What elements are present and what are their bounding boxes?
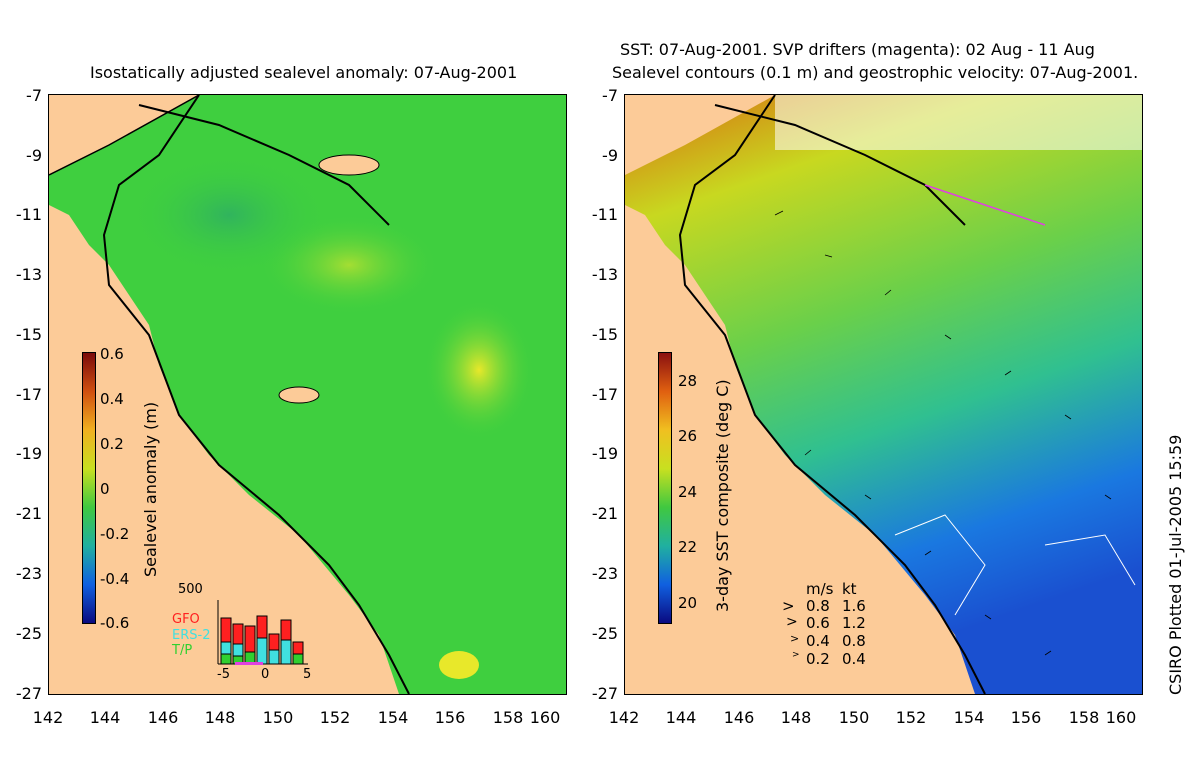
right-xtick: 148 xyxy=(780,708,812,727)
left-xtick: 146 xyxy=(147,708,179,727)
right-xtick: 144 xyxy=(665,708,697,727)
ocean-area xyxy=(625,95,1142,694)
inset-xtick: 5 xyxy=(303,667,312,682)
inset-legend-gfo: GFO xyxy=(172,612,200,627)
colorbar-tick: 22 xyxy=(678,538,698,556)
velocity-arrow-icon: > xyxy=(792,650,800,660)
inset-xtick: -5 xyxy=(217,667,230,682)
left-xtick: 148 xyxy=(204,708,236,727)
colorbar-tick: 0 xyxy=(100,480,110,498)
right-ytick: -23 xyxy=(591,564,618,583)
cloud-mask xyxy=(775,95,1142,150)
left-ytick: -11 xyxy=(15,205,42,224)
colorbar-tick: 0.4 xyxy=(100,390,124,408)
left-xtick: 152 xyxy=(319,708,351,727)
colorbar-tick: 28 xyxy=(678,372,698,390)
velocity-arrow-icon: > xyxy=(786,614,798,630)
sst-map-graphic xyxy=(625,95,1142,694)
colorbar-tick: 0.2 xyxy=(100,435,124,453)
right-ytick: -9 xyxy=(602,146,618,165)
velocity-legend-kt: 1.2 xyxy=(842,614,866,632)
sst-map[interactable] xyxy=(624,94,1143,695)
left-xtick: 142 xyxy=(32,708,64,727)
velocity-legend-kt: 0.8 xyxy=(842,632,866,650)
right-ytick: -11 xyxy=(591,205,618,224)
left-ytick: -25 xyxy=(15,624,42,643)
left-xtick: 156 xyxy=(434,708,466,727)
right-xtick: 156 xyxy=(1010,708,1042,727)
shelf-edge xyxy=(102,95,410,694)
colorbar-tick: 20 xyxy=(678,594,698,612)
sealevel-colorbar xyxy=(82,352,96,624)
right-xtick: 146 xyxy=(723,708,755,727)
right-xtick: 158 xyxy=(1068,708,1100,727)
velocity-arrow-icon: > xyxy=(782,597,795,615)
inset-legend-tp: T/P xyxy=(172,643,193,658)
right-xtick: 160 xyxy=(1105,708,1137,727)
left-ytick: -21 xyxy=(15,504,42,523)
right-ytick: -7 xyxy=(602,86,618,105)
left-xtick: 150 xyxy=(262,708,294,727)
right-ytick: -19 xyxy=(591,444,618,463)
sealevel-colorbar-label: Sealevel anomaly (m) xyxy=(141,401,160,577)
velocity-legend-ms: 0.8 xyxy=(806,597,830,615)
velocity-legend-ms: 0.2 xyxy=(806,650,830,668)
left-ytick: -23 xyxy=(15,564,42,583)
velocity-legend-unit-ms: m/s xyxy=(806,580,834,598)
colorbar-tick: 26 xyxy=(678,427,698,445)
left-ytick: -13 xyxy=(15,265,42,284)
right-xtick: 154 xyxy=(953,708,985,727)
left-ytick: -9 xyxy=(26,146,42,165)
inset-xtick: 0 xyxy=(261,667,270,682)
velocity-legend-ms: 0.6 xyxy=(806,614,830,632)
left-ytick: -7 xyxy=(26,86,42,105)
right-ytick: -25 xyxy=(591,624,618,643)
right-xtick: 142 xyxy=(608,708,640,727)
velocity-legend-kt: 0.4 xyxy=(842,650,866,668)
left-xtick: 154 xyxy=(377,708,409,727)
sealevel-anomaly-map[interactable] xyxy=(48,94,567,695)
colorbar-tick: -0.2 xyxy=(100,525,130,543)
colorbar-tick: -0.4 xyxy=(100,570,130,588)
sst-colorbar xyxy=(658,352,672,624)
right-ytick: -13 xyxy=(591,265,618,284)
left-ytick: -15 xyxy=(15,325,42,344)
sealevel-map-graphic xyxy=(49,95,566,694)
colorbar-tick: 0.6 xyxy=(100,345,124,363)
right-map-title-line2: Sealevel contours (0.1 m) and geostrophi… xyxy=(612,63,1139,82)
right-ytick: -17 xyxy=(591,385,618,404)
right-ytick: -21 xyxy=(591,504,618,523)
right-ytick: -27 xyxy=(591,684,618,703)
inset-legend-ers2: ERS-2 xyxy=(172,628,211,643)
left-xtick: 160 xyxy=(529,708,561,727)
inset-ymax-label: 500 xyxy=(178,582,203,597)
velocity-legend-unit-kt: kt xyxy=(842,580,857,598)
shelf-edge xyxy=(678,95,986,694)
velocity-arrows xyxy=(774,210,1112,656)
velocity-arrow-icon: > xyxy=(790,632,800,645)
left-map-title: Isostatically adjusted sealevel anomaly:… xyxy=(90,63,518,82)
left-xtick: 144 xyxy=(89,708,121,727)
plot-credit: CSIRO Plotted 01-Jul-2005 15:59 xyxy=(1166,434,1185,695)
right-xtick: 152 xyxy=(895,708,927,727)
left-ytick: -19 xyxy=(15,444,42,463)
left-xtick: 158 xyxy=(492,708,524,727)
velocity-legend-kt: 1.6 xyxy=(842,597,866,615)
right-ytick: -15 xyxy=(591,325,618,344)
left-ytick: -17 xyxy=(15,385,42,404)
inset-histogram xyxy=(217,600,308,665)
right-map-title-line1: SST: 07-Aug-2001. SVP drifters (magenta)… xyxy=(620,40,1095,59)
left-ytick: -27 xyxy=(15,684,42,703)
sst-colorbar-label: 3-day SST composite (deg C) xyxy=(713,379,732,612)
colorbar-tick: -0.6 xyxy=(100,614,130,632)
colorbar-tick: 24 xyxy=(678,483,698,501)
right-xtick: 150 xyxy=(838,708,870,727)
velocity-legend-ms: 0.4 xyxy=(806,632,830,650)
